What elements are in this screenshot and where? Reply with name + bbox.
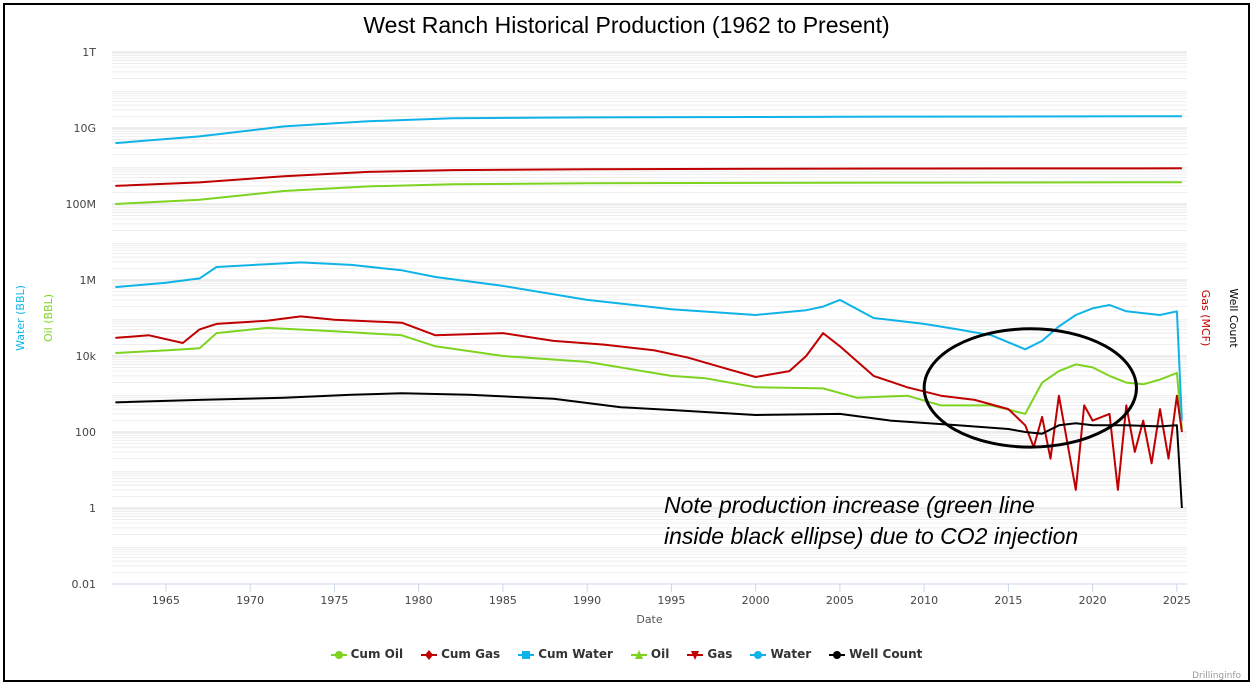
series-line-cum-oil xyxy=(115,181,1182,205)
series-line-cum-water xyxy=(115,115,1182,145)
credit-text: Drillinginfo xyxy=(1192,671,1241,681)
legend-item-cum-oil[interactable]: Cum Oil xyxy=(330,647,404,661)
chart-legend: Cum Oil Cum Gas Cum Water Oil Gas Water Well C… xyxy=(0,647,1253,661)
legend-item-oil[interactable]: Oil xyxy=(630,647,670,661)
annotation-ellipse xyxy=(922,327,1138,449)
legend-swatch-icon xyxy=(330,649,347,659)
annotation-note: Note production increase (green line ins… xyxy=(664,490,1078,552)
legend-label: Water xyxy=(770,647,812,661)
x-tick-label: 1975 xyxy=(320,594,348,607)
legend-label: Cum Oil xyxy=(350,647,404,661)
y-axis-right-title: Gas (MCF) xyxy=(1199,290,1212,347)
legend-label: Gas xyxy=(707,647,733,661)
y-tick-label: 1M xyxy=(80,274,97,287)
legend-label: Oil xyxy=(650,647,670,661)
series-line-cum-gas xyxy=(115,167,1182,187)
y-tick-label: 0.01 xyxy=(72,578,97,591)
series-line-oil xyxy=(115,326,1183,430)
legend-swatch-icon xyxy=(750,649,767,659)
x-tick-label: 1980 xyxy=(405,594,433,607)
x-tick-label: 1965 xyxy=(152,594,180,607)
x-tick-label: 1995 xyxy=(657,594,685,607)
x-tick-label: 2025 xyxy=(1163,594,1191,607)
series-line-well-count xyxy=(115,392,1183,509)
legend-label: Cum Gas xyxy=(441,647,501,661)
legend-swatch-icon xyxy=(829,649,846,659)
legend-item-gas[interactable]: Gas xyxy=(687,647,732,661)
x-tick-label: 2005 xyxy=(826,594,854,607)
legend-item-cum-water[interactable]: Cum Water xyxy=(518,647,613,661)
annotation-line-1: Note production increase (green line xyxy=(664,492,1035,518)
x-axis-title: Date xyxy=(636,613,663,626)
legend-item-water[interactable]: Water xyxy=(750,647,811,661)
x-tick-label: 2000 xyxy=(742,594,770,607)
y-axis-left-title: Oil (BBL) xyxy=(42,294,55,342)
series-line-water xyxy=(115,261,1183,421)
y-axis-left-title: Water (BBL) xyxy=(14,285,27,351)
y-tick-label: 1 xyxy=(89,502,96,515)
legend-label: Cum Water xyxy=(538,647,613,661)
series-line-gas xyxy=(115,315,1183,491)
legend-swatch-icon xyxy=(687,649,704,660)
y-tick-label: 100M xyxy=(66,198,97,211)
x-tick-label: 1970 xyxy=(236,594,264,607)
x-tick-label: 2020 xyxy=(1079,594,1107,607)
annotation-line-2: inside black ellipse) due to CO2 injecti… xyxy=(664,523,1079,549)
legend-swatch-icon xyxy=(630,649,647,659)
y-tick-label: 1T xyxy=(82,46,96,59)
legend-label: Well Count xyxy=(849,647,923,661)
x-tick-label: 2010 xyxy=(910,594,938,607)
x-tick-label: 2015 xyxy=(994,594,1022,607)
legend-swatch-icon xyxy=(421,649,438,660)
x-tick-label: 1990 xyxy=(573,594,601,607)
legend-swatch-icon xyxy=(518,649,535,659)
chart-title: West Ranch Historical Production (1962 t… xyxy=(363,12,890,38)
legend-item-well-count[interactable]: Well Count xyxy=(829,647,922,661)
y-axis-right-title: Well Count xyxy=(1227,288,1240,348)
y-tick-label: 100 xyxy=(75,426,96,439)
y-tick-label: 10k xyxy=(76,350,97,363)
y-tick-label: 10G xyxy=(73,122,96,135)
legend-item-cum-gas[interactable]: Cum Gas xyxy=(421,647,500,661)
x-tick-label: 1985 xyxy=(489,594,517,607)
